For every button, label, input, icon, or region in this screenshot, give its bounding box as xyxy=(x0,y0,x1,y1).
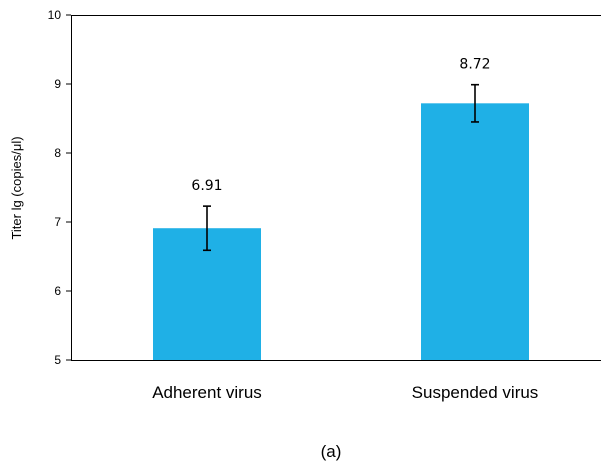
error-bars-group xyxy=(203,83,479,252)
y-tick-label: 10 xyxy=(48,8,62,22)
data-label: 6.91 xyxy=(191,178,222,194)
bar xyxy=(421,103,529,360)
x-category-label: Adherent virus xyxy=(152,383,262,402)
x-category-label: Suspended virus xyxy=(412,383,539,402)
y-tick-label: 7 xyxy=(54,215,61,229)
figure-caption: (a) xyxy=(321,442,342,461)
y-tick-label: 5 xyxy=(54,353,61,367)
x-axis-categories: Adherent virus Suspended virus xyxy=(152,383,538,402)
y-tick-label: 6 xyxy=(54,284,61,298)
data-labels-group: 6.91 8.72 xyxy=(191,57,490,194)
data-label: 8.72 xyxy=(459,57,490,73)
y-tick-label: 8 xyxy=(54,146,61,160)
y-tick-label: 9 xyxy=(54,77,61,91)
bars-group xyxy=(153,103,529,360)
y-axis-ticks: 5 6 7 8 9 10 xyxy=(48,8,71,367)
y-axis-label: Titer lg (copies/μl) xyxy=(9,136,24,239)
